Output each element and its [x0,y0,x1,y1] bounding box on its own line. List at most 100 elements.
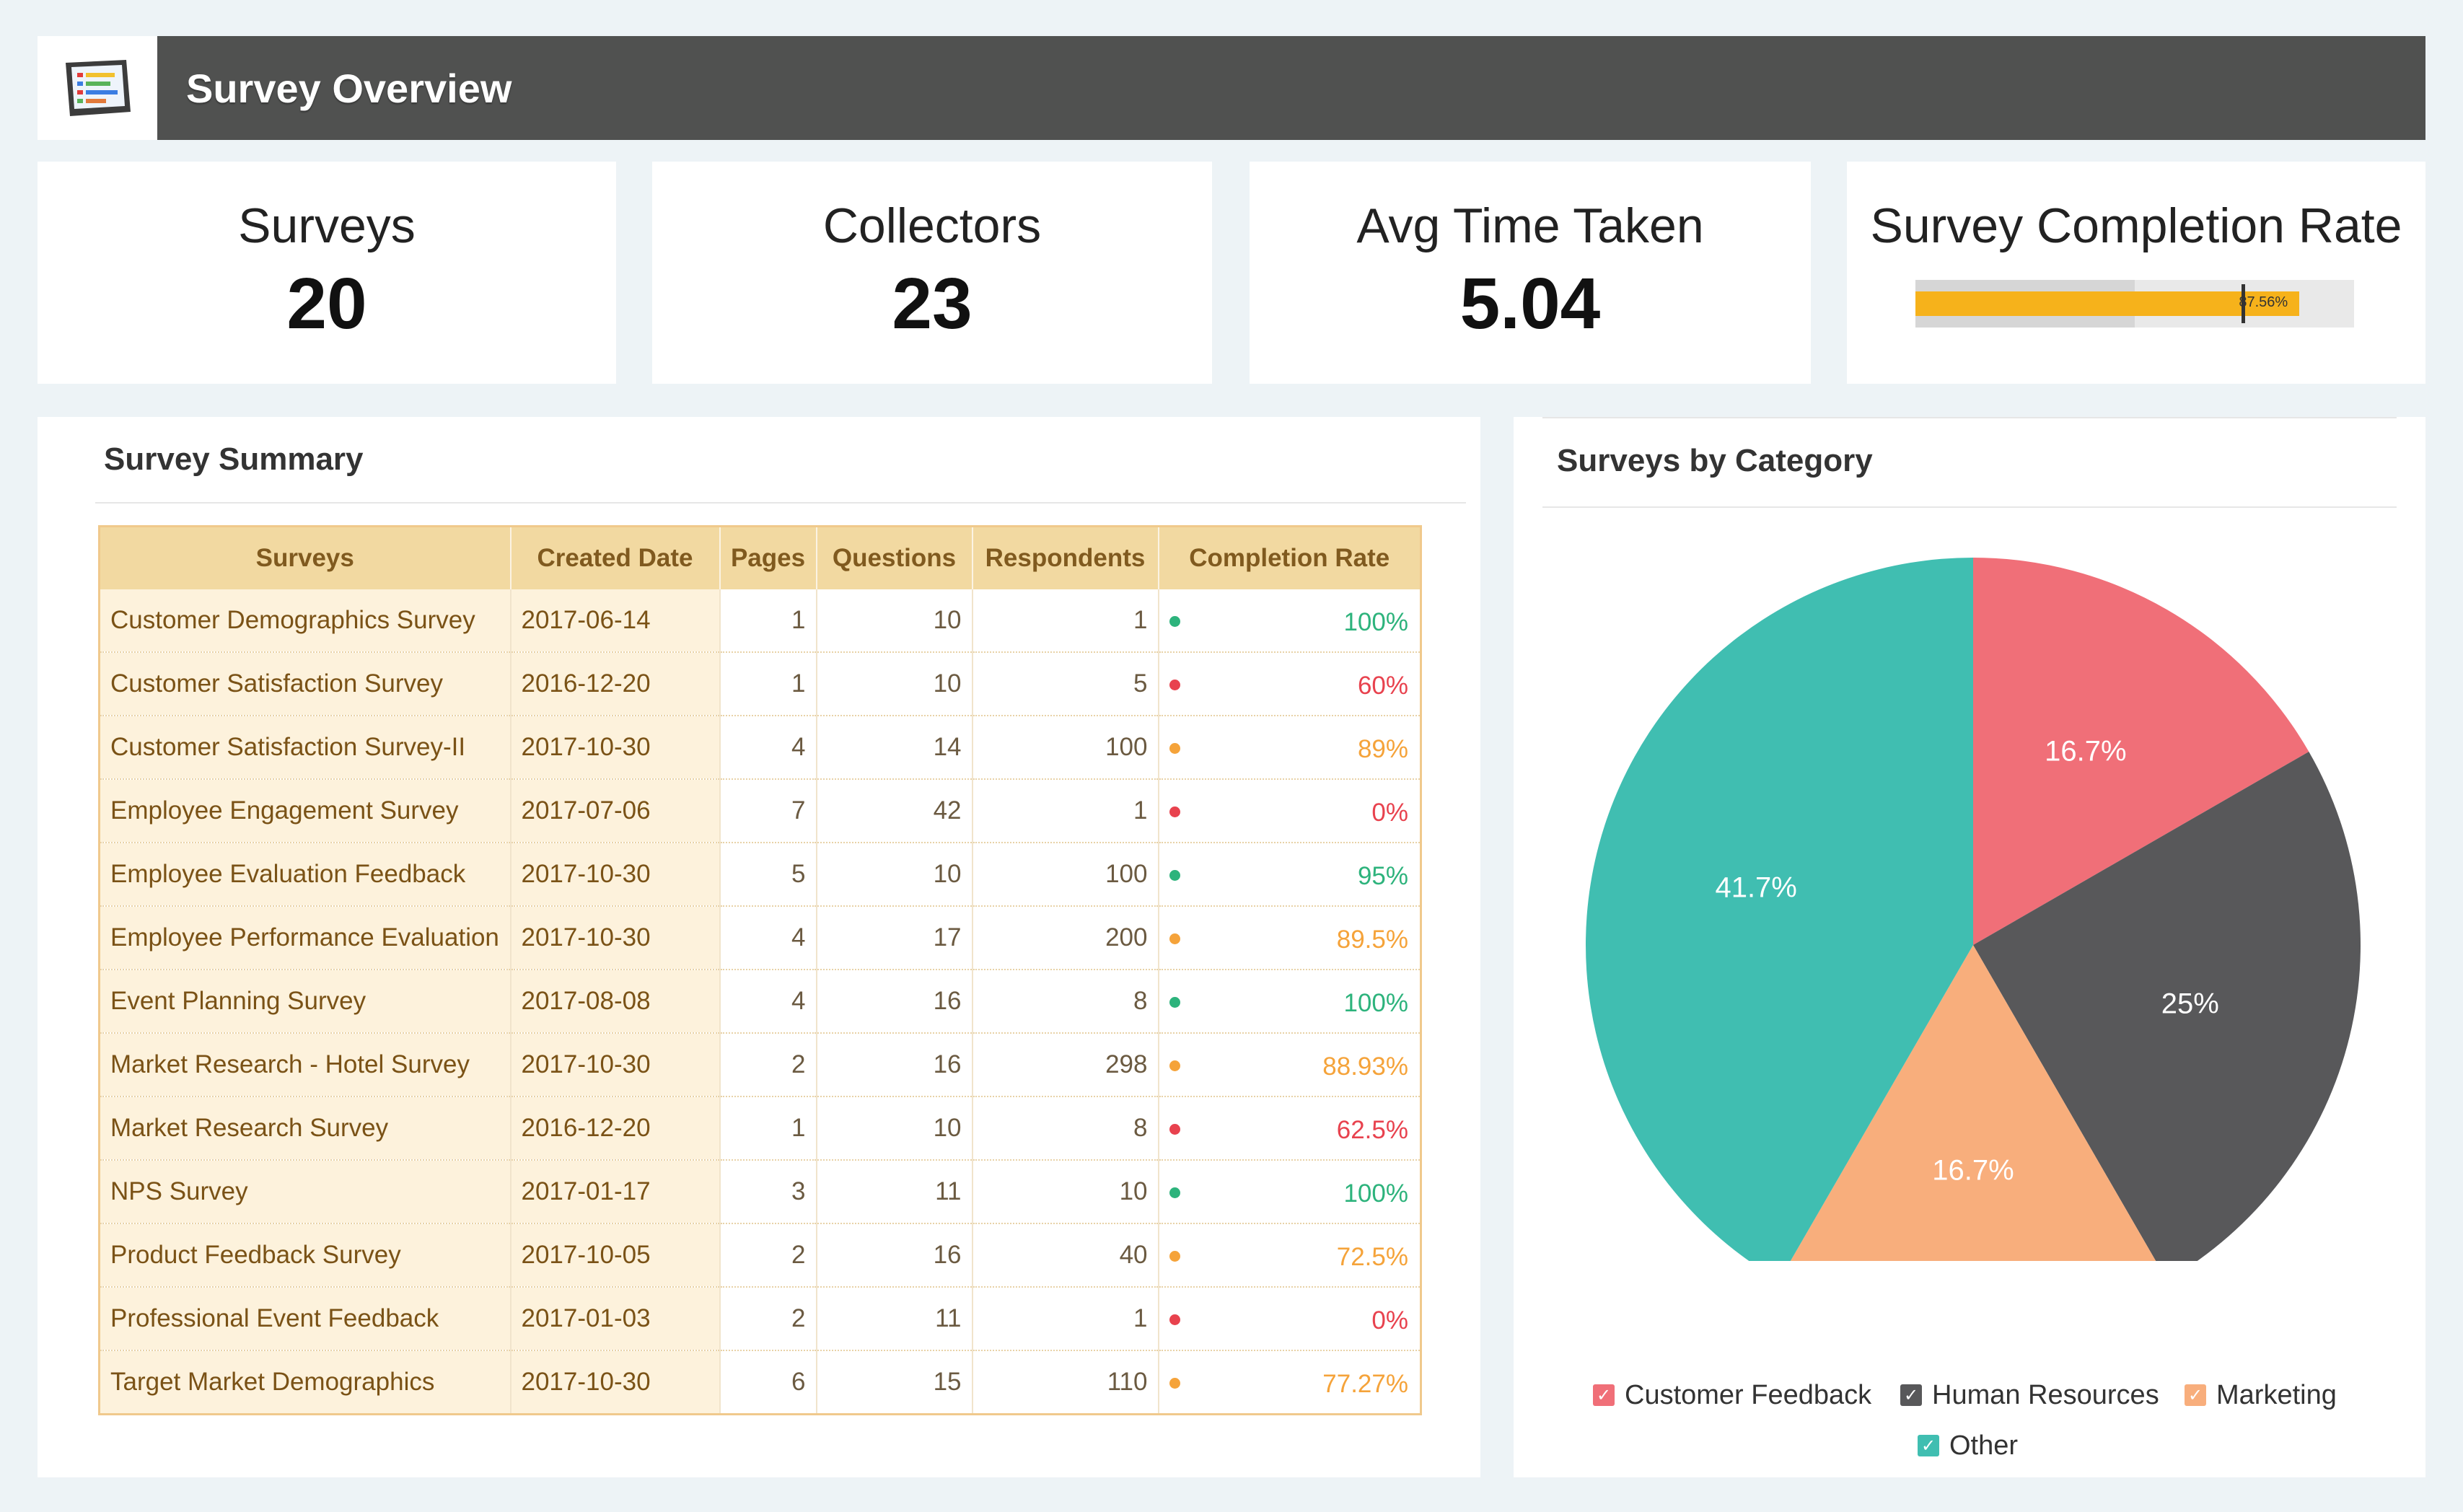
cell-pages: 2 [719,1223,817,1288]
completion-rate-value: 0% [1371,799,1408,827]
checkbox-icon[interactable]: ✓ [2185,1384,2206,1406]
column-header[interactable]: Questions [816,526,973,589]
cell-pages: 1 [719,1096,817,1161]
table-row[interactable]: Event Planning Survey 2017-08-08 4 16 8 100% [99,970,1422,1034]
kpi-surveys: Surveys 20 [38,162,616,384]
table-row[interactable]: NPS Survey 2017-01-17 3 11 10 100% [99,1160,1422,1224]
checkbox-icon[interactable]: ✓ [1900,1384,1922,1406]
table-row[interactable]: Customer Satisfaction Survey 2016-12-20 1 1… [99,652,1422,716]
column-header[interactable]: Completion Rate [1158,526,1422,589]
cell-name: Market Research - Hotel Survey [99,1033,512,1097]
cell-respondents: 8 [972,970,1159,1034]
cell-completion-rate: 88.93% [1158,1033,1422,1097]
table-header-row: Surveys Created Date Pages Questions Res… [99,526,1422,589]
cell-date: 2017-10-30 [510,906,721,970]
completion-rate-value: 77.27% [1322,1370,1408,1398]
cell-date: 2017-01-17 [510,1160,721,1224]
table-row[interactable]: Professional Event Feedback 2017-01-03 2 11… [99,1287,1422,1351]
cell-completion-rate: 72.5% [1158,1223,1422,1288]
column-header[interactable]: Created Date [510,526,721,589]
cell-respondents: 1 [972,589,1159,653]
cell-name: Employee Performance Evaluation [99,906,512,970]
cell-name: Product Feedback Survey [99,1223,512,1288]
cell-date: 2017-01-03 [510,1287,721,1351]
checkbox-icon[interactable]: ✓ [1918,1435,1939,1456]
status-dot-icon [1169,616,1180,628]
completion-rate-value: 62.5% [1336,1116,1408,1144]
cell-completion-rate: 62.5% [1158,1096,1422,1161]
cell-date: 2017-07-06 [510,779,721,843]
cell-questions: 14 [816,716,973,780]
cell-questions: 42 [816,779,973,843]
status-dot-icon [1169,1060,1180,1072]
cell-name: Customer Satisfaction Survey [99,652,512,716]
cell-completion-rate: 100% [1158,970,1422,1034]
survey-summary-table: Surveys Created Date Pages Questions Res… [98,525,1422,1415]
checkbox-icon[interactable]: ✓ [1593,1384,1615,1406]
table-row[interactable]: Market Research Survey 2016-12-20 1 10 8 62.5… [99,1096,1422,1161]
status-dot-icon [1169,1124,1180,1135]
column-header[interactable]: Pages [719,526,817,589]
cell-questions: 15 [816,1350,973,1415]
cell-respondents: 40 [972,1223,1159,1288]
legend-item-human-resources[interactable]: ✓ Human Resources [1900,1381,2159,1409]
cell-pages: 5 [719,843,817,907]
table-row[interactable]: Customer Satisfaction Survey-II 2017-10-3… [99,716,1422,780]
table-row[interactable]: Product Feedback Survey 2017-10-05 2 16 40 72… [99,1223,1422,1288]
status-dot-icon [1169,933,1180,945]
kpi-collectors: Collectors 23 [652,162,1212,384]
cell-pages: 6 [719,1350,817,1415]
completion-rate-value: 100% [1343,989,1408,1017]
cell-respondents: 200 [972,906,1159,970]
table-row[interactable]: Employee Evaluation Feedback 2017-10-30 5 1… [99,843,1422,907]
pie-slice-human-resources[interactable] [1973,751,2361,1261]
legend-item-marketing[interactable]: ✓ Marketing [2185,1381,2337,1409]
app-logo [38,36,157,140]
cell-pages: 1 [719,589,817,653]
status-dot-icon [1169,743,1180,755]
pie-slice-other[interactable] [1586,558,1973,1261]
divider [95,502,1466,504]
cell-pages: 4 [719,970,817,1034]
cell-respondents: 1 [972,779,1159,843]
column-header[interactable]: Surveys [99,526,512,589]
table-row[interactable]: Customer Demographics Survey 2017-06-14 1 1… [99,589,1422,653]
pie-data-label: 16.7% [1932,1154,2014,1186]
page-title: Survey Overview [186,65,512,111]
legend-label: Customer Feedback [1625,1380,1872,1410]
cell-questions: 16 [816,1223,973,1288]
survey-summary-panel: Survey Summary Surveys Created Date Page… [38,417,1480,1477]
legend-item-other[interactable]: ✓ Other [1918,1432,2018,1459]
cell-name: Employee Evaluation Feedback [99,843,512,907]
table-row[interactable]: Target Market Demographics 2017-10-30 6 15 1… [99,1350,1422,1415]
cell-completion-rate: 0% [1158,779,1422,843]
column-header[interactable]: Respondents [972,526,1159,589]
legend-item-customer-feedback[interactable]: ✓ Customer Feedback [1593,1381,1871,1409]
completion-gauge: 87.56% [1915,280,2354,328]
cell-name: Employee Engagement Survey [99,779,512,843]
completion-rate-value: 88.93% [1322,1052,1408,1081]
pie-slice-marketing[interactable] [1779,945,2166,1261]
cell-completion-rate: 100% [1158,589,1422,653]
cell-date: 2016-12-20 [510,1096,721,1161]
cell-respondents: 100 [972,843,1159,907]
table-row[interactable]: Market Research - Hotel Survey 2017-10-30… [99,1033,1422,1097]
kpi-label: Surveys [238,198,416,253]
status-dot-icon [1169,806,1180,818]
panel-title: Survey Summary [104,441,364,477]
kpi-label: Avg Time Taken [1356,198,1704,253]
cell-name: NPS Survey [99,1160,512,1224]
kpi-value: 20 [286,263,367,344]
table-row[interactable]: Employee Performance Evaluation 2017-10-3… [99,906,1422,970]
completion-rate-value: 72.5% [1336,1243,1408,1271]
completion-rate-value: 95% [1357,862,1408,890]
cell-respondents: 5 [972,652,1159,716]
cell-pages: 7 [719,779,817,843]
divider [1542,417,2397,418]
table-row[interactable]: Employee Engagement Survey 2017-07-06 7 42 1… [99,779,1422,843]
cell-questions: 16 [816,1033,973,1097]
pie-slice-customer-feedback[interactable] [1973,558,2309,945]
cell-questions: 10 [816,1096,973,1161]
cell-date: 2016-12-20 [510,652,721,716]
status-dot-icon [1169,1378,1180,1389]
